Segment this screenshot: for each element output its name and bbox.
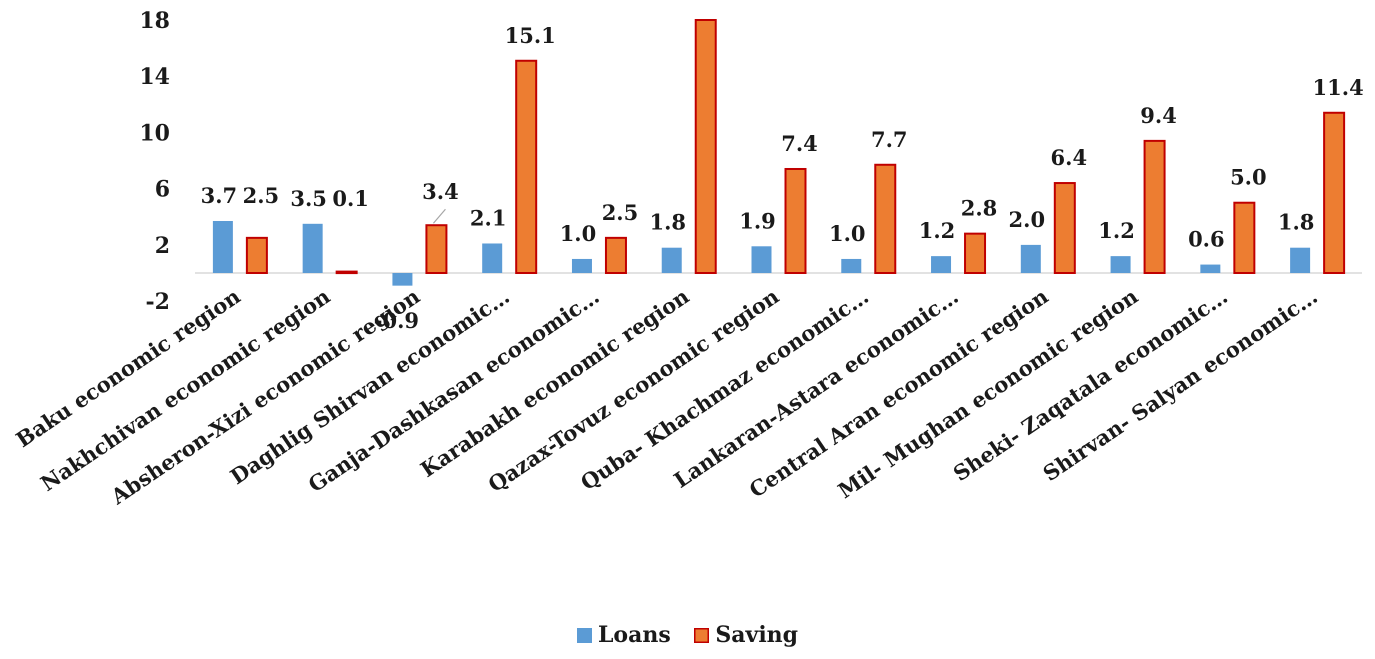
- loans-data-label: 1.2: [1098, 218, 1135, 243]
- y-tick-label: 14: [139, 64, 170, 90]
- loans-data-label: -0.9: [374, 308, 419, 333]
- loans-data-label: 1.0: [560, 221, 597, 246]
- loans-bar: [302, 223, 323, 273]
- saving-data-label: 7.7: [871, 127, 908, 152]
- saving-data-label: 15.1: [505, 23, 556, 48]
- loans-data-label: 2.0: [1009, 207, 1046, 232]
- loans-data-label: 1.8: [1278, 210, 1315, 235]
- saving-bar: [784, 167, 807, 274]
- saving-bar: [1053, 182, 1076, 275]
- saving-bar: [964, 232, 987, 274]
- loans-bar: [1110, 256, 1131, 273]
- data-label-leader-line: [432, 208, 446, 224]
- legend: Loans Saving: [0, 622, 1375, 649]
- y-tick-label: 18: [139, 8, 170, 34]
- saving-bar: [874, 163, 897, 274]
- loans-bar: [1020, 244, 1041, 273]
- saving-bar: [1233, 201, 1256, 275]
- y-tick-label: 6: [155, 177, 170, 203]
- loans-data-label: 3.7: [201, 183, 238, 208]
- legend-label-loans: Loans: [597, 622, 671, 648]
- saving-bar: [1143, 139, 1166, 274]
- saving-bar: [604, 236, 627, 275]
- loans-bar: [482, 243, 503, 273]
- saving-bar: [335, 270, 358, 275]
- y-tick-label: 2: [155, 233, 170, 259]
- loans-bar: [571, 258, 592, 273]
- loans-data-label: 1.2: [919, 218, 956, 243]
- loans-data-label: 1.9: [739, 208, 776, 233]
- loans-bar: [841, 258, 862, 273]
- saving-bar: [694, 19, 717, 274]
- loans-bar: [661, 247, 682, 273]
- loans-data-label: 1.0: [829, 221, 866, 246]
- saving-data-label: 6.4: [1051, 145, 1088, 170]
- y-tick-label: 10: [139, 120, 170, 146]
- loans-bar: [751, 246, 772, 273]
- saving-bar: [515, 59, 538, 275]
- saving-bar: [425, 224, 448, 274]
- loans-bar: [1200, 264, 1221, 273]
- saving-data-label: 7.4: [781, 131, 818, 156]
- legend-item-loans: Loans: [576, 622, 671, 648]
- saving-data-label: 2.5: [243, 183, 280, 208]
- saving-bar: [1323, 111, 1346, 275]
- saving-bar: [245, 236, 268, 275]
- saving-data-label: 2.5: [602, 200, 639, 225]
- saving-data-label: 3.4: [422, 179, 459, 204]
- saving-data-label: 0.1: [332, 186, 369, 211]
- loans-data-label: 0.6: [1188, 227, 1225, 252]
- legend-label-saving: Saving: [715, 622, 799, 648]
- loans-bar: [931, 256, 952, 273]
- loans-bar: [212, 220, 233, 273]
- legend-swatch-saving: [694, 627, 710, 643]
- saving-data-label: 2.8: [961, 196, 998, 221]
- saving-data-label: 9.4: [1140, 103, 1177, 128]
- legend-item-saving: Saving: [694, 622, 798, 648]
- saving-data-label: 11.4: [1313, 75, 1364, 100]
- loans-data-label: 2.1: [470, 205, 507, 230]
- loans-data-label: 1.8: [649, 210, 686, 235]
- loans-bar: [1290, 247, 1311, 273]
- y-tick-label: -2: [146, 289, 170, 315]
- saving-data-label: 5.0: [1230, 165, 1267, 190]
- legend-swatch-loans: [576, 627, 592, 643]
- loans-data-label: 3.5: [290, 186, 327, 211]
- loans-bar: [392, 273, 413, 286]
